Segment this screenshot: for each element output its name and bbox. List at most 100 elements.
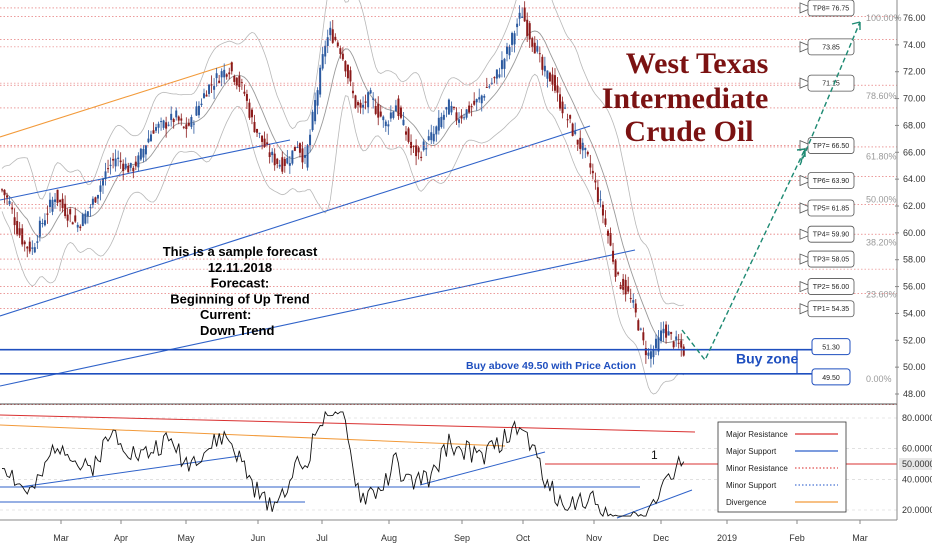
candle-body (38, 220, 41, 237)
target-pointer (799, 303, 814, 315)
candle-body (571, 123, 574, 136)
legend-label: Major Resistance (726, 430, 788, 439)
fib-levels: 100.00% 78.60% 61.80% 50.00% 38.20% 23.60% 0.0… (866, 13, 902, 384)
candle-body (336, 42, 339, 47)
candle-body (112, 158, 115, 161)
candle-body (107, 168, 110, 170)
candle-body (124, 163, 127, 169)
candle-body (96, 194, 99, 199)
candle-body (344, 61, 347, 72)
osc-support-trend (616, 489, 693, 519)
target-box (807, 225, 855, 243)
target-label: TP8= 76.75 (813, 5, 849, 12)
y-tick-label: 72.00 (903, 67, 926, 77)
candle-body (533, 42, 536, 54)
candle-body (369, 90, 372, 94)
x-tick-label: Feb (789, 533, 805, 543)
candle-body (306, 145, 309, 168)
candle-body (417, 147, 420, 153)
candle-body (182, 126, 185, 128)
candle-body (304, 155, 306, 158)
candle-body (86, 211, 89, 217)
candle-body (205, 94, 208, 97)
candle-body (634, 303, 637, 313)
candle-body (662, 328, 665, 334)
candle-body (379, 111, 382, 117)
candle-body (397, 98, 400, 117)
candle-body (71, 222, 74, 225)
candle-body (644, 348, 647, 356)
y-tick-label: 52.00 (903, 335, 926, 345)
candle-body (465, 109, 468, 118)
oscillator-line (1, 410, 685, 517)
target-box (807, 300, 855, 318)
x-tick-label: Sep (454, 533, 470, 543)
candle-body (134, 161, 137, 167)
forecast-note-line: Beginning of Up Trend (170, 291, 309, 306)
candle-body (195, 106, 198, 116)
candle-body (170, 113, 173, 120)
forecast-arrow-2 (799, 21, 861, 166)
x-tick-label: Dec (653, 533, 670, 543)
target-box (807, 0, 855, 17)
candle-body (114, 158, 117, 167)
candle-body (627, 285, 630, 292)
candle-body (493, 77, 496, 79)
candle-body (672, 341, 675, 348)
candle-body (556, 85, 559, 93)
osc-support-trend (19, 455, 241, 488)
candle-body (657, 337, 660, 352)
candle-body (470, 106, 473, 108)
y-tick-label: 58.00 (903, 255, 926, 265)
target-box (807, 172, 855, 189)
forecast-note-line: Forecast: (211, 276, 270, 291)
candle-body (654, 338, 657, 349)
candle-body (639, 328, 642, 330)
x-tick-label: Jun (251, 533, 266, 543)
fib-level-label: 100.00% (866, 13, 902, 23)
candle-body (167, 124, 170, 126)
candle-body (346, 64, 349, 79)
candle-body (412, 145, 415, 147)
candle-body (372, 98, 375, 100)
candle-body (228, 72, 231, 75)
candle-body (384, 121, 387, 127)
candle-body (230, 62, 233, 72)
candle-body (526, 19, 529, 37)
candle-body (576, 139, 579, 145)
candle-body (354, 95, 357, 108)
candle-body (420, 156, 423, 158)
y-tick-label: 48.00 (903, 389, 926, 399)
candle-body (8, 200, 11, 204)
candle-body (511, 32, 514, 45)
candle-body (667, 331, 670, 336)
candle-body (253, 121, 256, 133)
osc-y-tick: 40.0000 (902, 474, 932, 484)
candle-body (392, 111, 395, 118)
candle-body (278, 164, 281, 167)
candle-body (364, 101, 367, 103)
candle-body (36, 241, 39, 243)
candle-body (56, 189, 59, 203)
candle-body (473, 100, 476, 105)
candle-body (326, 37, 329, 46)
candle-body (508, 46, 511, 56)
candle-body (516, 23, 519, 28)
legend-label: Minor Resistance (726, 464, 788, 473)
fib-level-label: 61.80% (866, 151, 897, 161)
candle-body (26, 246, 29, 249)
forecast-note-line: 12.11.2018 (208, 260, 272, 275)
chart-title-line-1: West Texas (626, 47, 769, 80)
buy-zone-price-box (811, 338, 851, 356)
candle-body (51, 199, 54, 212)
candle-body (256, 128, 259, 133)
candle-body (3, 189, 6, 196)
candle-body (11, 207, 14, 210)
candle-body (569, 115, 572, 119)
candle-body (271, 151, 274, 156)
target-label: 71.15 (822, 81, 840, 88)
candle-body (149, 134, 152, 142)
candle-body (329, 27, 332, 36)
